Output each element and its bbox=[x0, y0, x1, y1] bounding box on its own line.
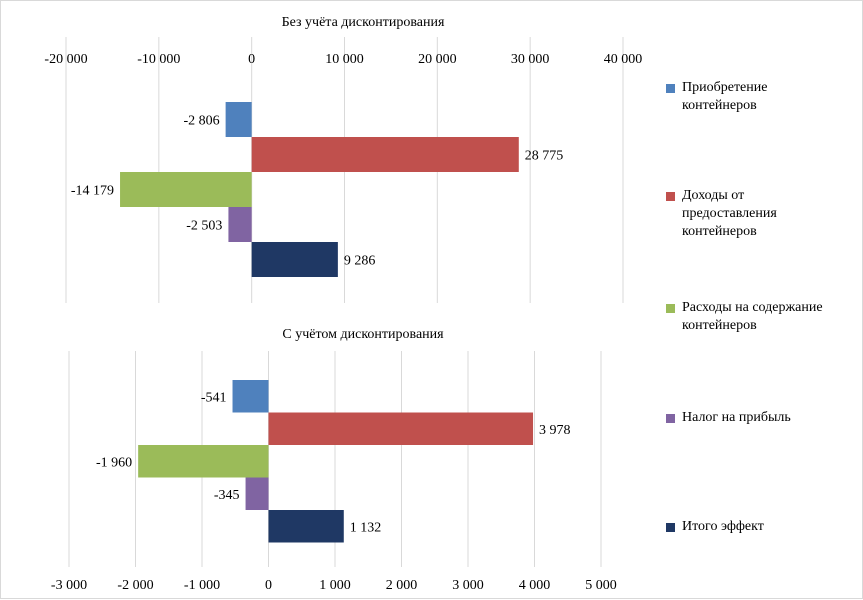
bar-undiscounted-maintenance bbox=[120, 172, 252, 207]
bar-discounted-income bbox=[268, 412, 534, 445]
data-label-discounted-acquisition: -541 bbox=[201, 390, 227, 405]
legend-label-tax: Налог на прибыль bbox=[682, 410, 791, 425]
tick-label-discounted: -3 000 bbox=[51, 578, 87, 593]
bar-undiscounted-tax bbox=[228, 207, 252, 242]
data-label-discounted-income: 3 978 bbox=[539, 423, 571, 438]
legend-label-total: Итого эффект bbox=[682, 519, 764, 534]
data-label-undiscounted-income: 28 775 bbox=[525, 149, 564, 164]
tick-label-undiscounted: -20 000 bbox=[44, 52, 87, 67]
tick-label-discounted: 0 bbox=[265, 578, 272, 593]
legend-swatch-maintenance bbox=[666, 304, 675, 313]
data-label-undiscounted-maintenance: -14 179 bbox=[71, 184, 114, 199]
bar-undiscounted-income bbox=[251, 137, 519, 172]
tick-label-discounted: -2 000 bbox=[117, 578, 153, 593]
legend-swatch-tax bbox=[666, 414, 675, 423]
tick-label-discounted: -1 000 bbox=[184, 578, 220, 593]
data-label-discounted-total: 1 132 bbox=[350, 520, 382, 535]
data-label-undiscounted-total: 9 286 bbox=[344, 254, 376, 269]
tick-label-discounted: 1 000 bbox=[319, 578, 351, 593]
tick-label-discounted: 5 000 bbox=[585, 578, 617, 593]
legend-swatch-total bbox=[666, 523, 675, 532]
legend-swatch-income bbox=[666, 192, 675, 201]
bar-discounted-tax bbox=[245, 477, 269, 510]
chart-panel-undiscounted: Без учёта дисконтирования -20 000 -10 000… bbox=[44, 15, 642, 303]
legend-label-income: Доходы от предоставления контейнеров bbox=[682, 188, 777, 239]
tick-label-undiscounted: 40 000 bbox=[604, 52, 643, 67]
tick-label-discounted: 2 000 bbox=[386, 578, 418, 593]
tick-label-undiscounted: 20 000 bbox=[418, 52, 457, 67]
data-label-discounted-tax: -345 bbox=[214, 488, 240, 503]
legend-label-acquisition: Приобретение контейнеров bbox=[682, 80, 768, 113]
legend-swatch-acquisition bbox=[666, 84, 675, 93]
chart-title-undiscounted: Без учёта дисконтирования bbox=[282, 15, 445, 30]
bar-undiscounted-total bbox=[251, 242, 338, 277]
tick-label-undiscounted: 10 000 bbox=[325, 52, 364, 67]
tick-label-undiscounted: 0 bbox=[248, 52, 255, 67]
bar-discounted-acquisition bbox=[232, 380, 269, 413]
chart-title-discounted: С учётом дисконтирования bbox=[282, 327, 444, 342]
tick-label-discounted: 4 000 bbox=[519, 578, 551, 593]
data-label-undiscounted-acquisition: -2 806 bbox=[183, 114, 219, 129]
tick-label-discounted: 3 000 bbox=[452, 578, 484, 593]
bar-discounted-total bbox=[268, 510, 344, 543]
data-label-discounted-maintenance: -1 960 bbox=[96, 455, 132, 470]
data-label-undiscounted-tax: -2 503 bbox=[186, 219, 222, 234]
chart-panel-discounted: С учётом дисконтирования -3 000 -2 000 -1 … bbox=[51, 327, 617, 593]
bar-undiscounted-acquisition bbox=[225, 102, 252, 137]
bar-discounted-maintenance bbox=[138, 445, 269, 478]
tick-label-undiscounted: 30 000 bbox=[511, 52, 550, 67]
legend-label-maintenance: Расходы на содержание контейнеров bbox=[682, 300, 823, 333]
tick-label-undiscounted: -10 000 bbox=[137, 52, 180, 67]
